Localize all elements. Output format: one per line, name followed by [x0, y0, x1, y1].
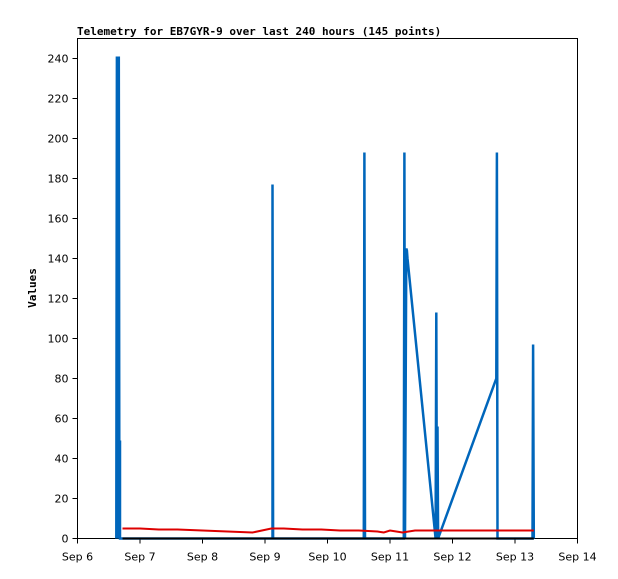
x-tick-label: Sep 8: [187, 551, 218, 564]
y-tick-label: 40: [55, 453, 69, 466]
series-layer: [115, 56, 536, 540]
y-tick-label: 200: [48, 133, 69, 146]
y-tick-label: 120: [48, 293, 69, 306]
x-tick-label: Sep 14: [558, 551, 596, 564]
y-tick-label: 140: [48, 253, 69, 266]
y-tick-label: 0: [62, 533, 69, 546]
y-axis-label: Values: [26, 268, 39, 308]
y-tick-label: 180: [48, 173, 69, 186]
series-line-1: [115, 56, 536, 540]
plot-area-frame: [77, 38, 578, 539]
y-tick-label: 160: [48, 213, 69, 226]
x-tick-label: Sep 7: [124, 551, 155, 564]
y-axis: 0 20 40 60 80 100 120 140 160 180 200 220 240: [48, 53, 78, 546]
y-tick-label: 20: [55, 493, 69, 506]
y-tick-label: 60: [55, 413, 69, 426]
series-line-2: [122, 527, 534, 534]
chart-title: Telemetry for EB7GYR-9 over last 240 hou…: [77, 25, 441, 38]
x-tick-label: Sep 12: [433, 551, 471, 564]
x-tick-label: Sep 13: [496, 551, 534, 564]
x-tick-label: Sep 9: [249, 551, 280, 564]
y-tick-label: 220: [48, 93, 69, 106]
x-tick-label: Sep 10: [308, 551, 346, 564]
y-tick-label: 240: [48, 53, 69, 66]
x-axis: Sep 6 Sep 7 Sep 8 Sep 9 Sep 10 Sep 11 Sep 12 Se…: [62, 538, 597, 564]
y-tick-label: 80: [55, 373, 69, 386]
x-tick-label: Sep 11: [371, 551, 409, 564]
x-tick-label: Sep 6: [62, 551, 93, 564]
y-tick-label: 100: [48, 333, 69, 346]
